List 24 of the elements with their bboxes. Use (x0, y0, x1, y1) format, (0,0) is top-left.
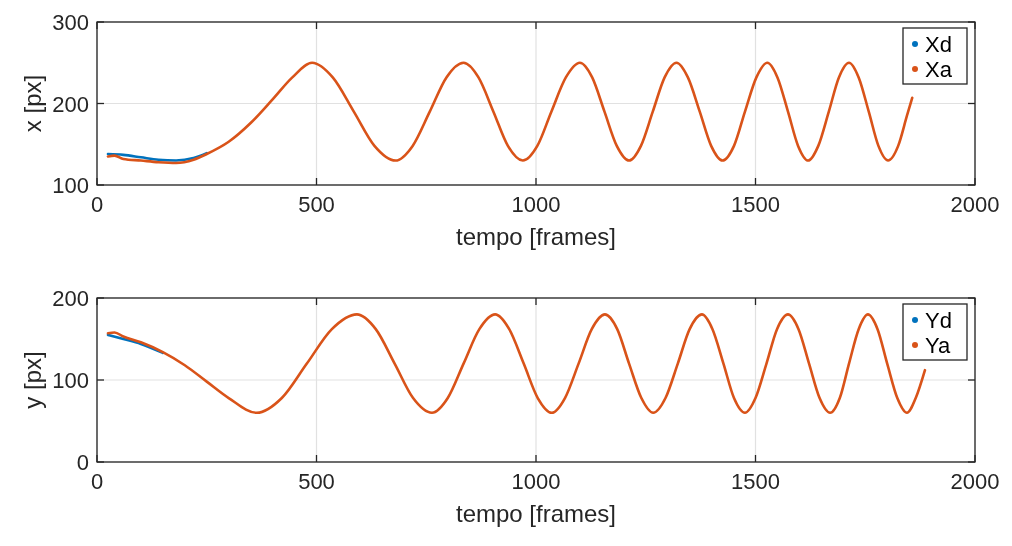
x-tick-label: 2000 (950, 469, 1000, 494)
y-tick-label: 300 (52, 10, 89, 35)
y-tick-label: 200 (52, 286, 89, 311)
line-series (106, 61, 914, 165)
x-axis-title: tempo [frames] (455, 500, 617, 527)
x-tick-label: 500 (298, 469, 335, 494)
y-tick-label: 200 (52, 91, 89, 117)
x-tick-label: 1000 (511, 469, 561, 494)
y-tick-label: 0 (76, 450, 89, 475)
legend-label: Yd (925, 308, 952, 333)
y-tick-label: 100 (52, 368, 89, 393)
legend-label: Xd (925, 32, 952, 57)
x-tick-label: 1500 (731, 192, 780, 217)
x-tick-label: 500 (298, 192, 335, 217)
y-axis-title: y [px] (19, 351, 46, 409)
x-tick-label: 1000 (511, 192, 561, 217)
line-series (106, 313, 927, 415)
y-tick-label: 100 (52, 173, 89, 198)
legend-label: Xa (925, 57, 953, 82)
x-axis-title: tempo [frames] (455, 223, 617, 250)
y-axis-title: x [px] (19, 74, 46, 133)
legend-label: Ya (925, 333, 952, 358)
x-tick-label: 1500 (731, 469, 780, 494)
x-tick-label: 2000 (950, 192, 1000, 217)
